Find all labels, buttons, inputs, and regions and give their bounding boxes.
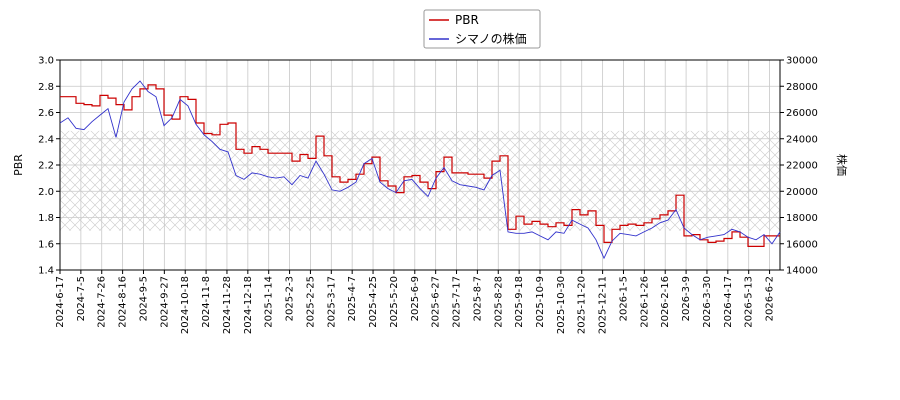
x-tick-label: 2026-3-9 bbox=[681, 276, 692, 321]
x-tick-label: 2025-10-30 bbox=[556, 276, 567, 334]
left-y-tick-label: 3.0 bbox=[38, 56, 54, 67]
right-y-axis-title: 株価 bbox=[835, 154, 849, 176]
x-tick-label: 2026-3-30 bbox=[702, 276, 713, 328]
x-tick-label: 2025-10-9 bbox=[535, 276, 546, 328]
right-y-tick-label: 28000 bbox=[786, 82, 818, 93]
x-tick-label: 2024-7-26 bbox=[97, 276, 108, 328]
x-tick-label: 2025-2-25 bbox=[305, 276, 316, 328]
x-tick-label: 2024-12-18 bbox=[243, 276, 254, 334]
left-y-tick-label: 1.6 bbox=[38, 239, 54, 250]
series-line-stock-price bbox=[59, 80, 781, 260]
right-y-tick-label: 14000 bbox=[786, 266, 818, 277]
x-tick-label: 2024-11-8 bbox=[201, 276, 212, 328]
left-y-tick-label: 2.0 bbox=[38, 187, 54, 198]
x-tick-label: 2025-6-27 bbox=[431, 276, 442, 328]
legend-label-pbr: PBR bbox=[455, 13, 479, 27]
x-tick-label: 2025-3-17 bbox=[326, 276, 337, 328]
x-tick-label: 2024-10-18 bbox=[180, 276, 191, 334]
x-tick-label: 2024-7-5 bbox=[76, 276, 87, 321]
x-tick-label: 2025-8-7 bbox=[472, 276, 483, 321]
x-tick-label: 2024-11-28 bbox=[222, 276, 233, 334]
x-tick-label: 2025-9-18 bbox=[514, 276, 525, 328]
x-tick-label: 2026-6-2 bbox=[765, 276, 776, 321]
x-tick-label: 2025-5-20 bbox=[389, 276, 400, 328]
left-y-axis-title: PBR bbox=[12, 154, 25, 176]
right-y-tick-label: 26000 bbox=[786, 108, 818, 119]
legend-label-stock-price: シマノの株価 bbox=[455, 31, 527, 46]
x-tick-label: 2024-9-27 bbox=[159, 276, 170, 328]
series-layer bbox=[59, 80, 781, 260]
right-y-tick-label: 24000 bbox=[786, 134, 818, 145]
legend: PBR シマノの株価 bbox=[423, 9, 541, 49]
series-line-pbr bbox=[60, 84, 780, 247]
x-tick-label: 2025-11-20 bbox=[577, 276, 588, 334]
x-axis-ticks: 2024-6-17 2024-7-5 2024-7-26 2024-8-16 2024-… bbox=[55, 270, 776, 334]
x-tick-label: 2025-12-11 bbox=[598, 276, 609, 334]
x-tick-label: 2026-2-16 bbox=[660, 276, 671, 328]
x-tick-label: 2025-4-25 bbox=[368, 276, 379, 328]
left-y-tick-label: 1.4 bbox=[38, 266, 54, 277]
x-tick-label: 2025-8-28 bbox=[493, 276, 504, 328]
legend-box bbox=[423, 9, 541, 49]
left-y-tick-label: 1.8 bbox=[38, 213, 54, 224]
x-tick-label: 2024-9-5 bbox=[138, 276, 149, 321]
x-tick-label: 2025-6-9 bbox=[410, 276, 421, 321]
left-y-tick-label: 2.4 bbox=[38, 134, 54, 145]
x-tick-label: 2026-1-26 bbox=[639, 276, 650, 328]
right-y-tick-label: 20000 bbox=[786, 187, 818, 198]
left-y-tick-label: 2.6 bbox=[38, 108, 54, 119]
left-y-tick-label: 2.2 bbox=[38, 161, 54, 172]
x-tick-label: 2024-6-17 bbox=[55, 276, 66, 328]
x-tick-label: 2025-7-17 bbox=[452, 276, 463, 328]
x-tick-label: 2026-5-13 bbox=[744, 276, 755, 328]
x-tick-label: 2026-4-17 bbox=[723, 276, 734, 328]
left-y-axis-ticks: 1.4 1.6 1.8 2.0 2.2 2.4 2.6 2.8 3.0 bbox=[38, 56, 60, 277]
right-y-tick-label: 22000 bbox=[786, 161, 818, 172]
right-y-tick-label: 30000 bbox=[786, 56, 818, 67]
right-y-axis-ticks: 14000 16000 18000 20000 22000 24000 26000 28000… bbox=[780, 56, 818, 277]
x-tick-label: 2025-1-14 bbox=[264, 276, 275, 328]
x-tick-label: 2026-1-5 bbox=[618, 276, 629, 321]
right-y-tick-label: 18000 bbox=[786, 213, 818, 224]
x-tick-label: 2025-4-7 bbox=[347, 276, 358, 321]
x-tick-label: 2024-8-16 bbox=[118, 276, 129, 328]
left-y-tick-label: 2.8 bbox=[38, 82, 54, 93]
x-tick-label: 2025-2-3 bbox=[285, 276, 296, 321]
right-y-tick-label: 16000 bbox=[786, 239, 818, 250]
